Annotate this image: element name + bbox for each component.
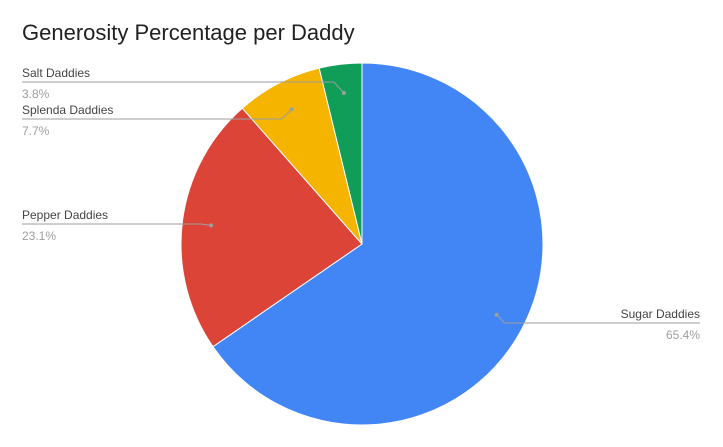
callout-sugar-daddies: Sugar Daddies 65.4% bbox=[494, 307, 700, 342]
callout-pepper-daddies: Pepper Daddies 23.1% bbox=[22, 208, 214, 243]
slice-percent-splenda-daddies: 7.7% bbox=[22, 124, 50, 138]
callout-dot-splenda-daddies bbox=[289, 107, 294, 112]
callout-splenda-daddies: Splenda Daddies 7.7% bbox=[22, 103, 294, 138]
callout-dot-pepper-daddies bbox=[209, 223, 214, 228]
callout-dot-sugar-daddies bbox=[494, 312, 499, 317]
pie-slice-salt-daddies bbox=[318, 62, 363, 245]
pie-slices bbox=[180, 62, 544, 426]
slice-percent-sugar-daddies: 65.4% bbox=[666, 328, 700, 342]
slice-percent-pepper-daddies: 23.1% bbox=[22, 229, 56, 243]
callout-line-salt-daddies bbox=[22, 81, 345, 94]
callout-salt-daddies: Salt Daddies 3.8% bbox=[22, 66, 346, 101]
slice-label-sugar-daddies: Sugar Daddies bbox=[621, 307, 700, 321]
callout-line-splenda-daddies bbox=[22, 108, 293, 120]
pie-labels: Sugar Daddies 65.4% Pepper Daddies 23.1% Spl… bbox=[22, 66, 700, 342]
slice-label-pepper-daddies: Pepper Daddies bbox=[22, 208, 108, 222]
callout-line-sugar-daddies bbox=[496, 314, 700, 324]
slice-label-salt-daddies: Salt Daddies bbox=[22, 66, 90, 80]
callout-dot-salt-daddies bbox=[341, 91, 346, 95]
chart-title: Generosity Percentage per Daddy bbox=[22, 20, 355, 45]
pie-slice-pepper-daddies bbox=[180, 107, 363, 348]
slice-label-splenda-daddies: Splenda Daddies bbox=[22, 103, 113, 117]
slice-percent-salt-daddies: 3.8% bbox=[22, 87, 50, 101]
callout-line-pepper-daddies bbox=[22, 223, 212, 226]
pie-slice-sugar-daddies bbox=[212, 62, 544, 426]
